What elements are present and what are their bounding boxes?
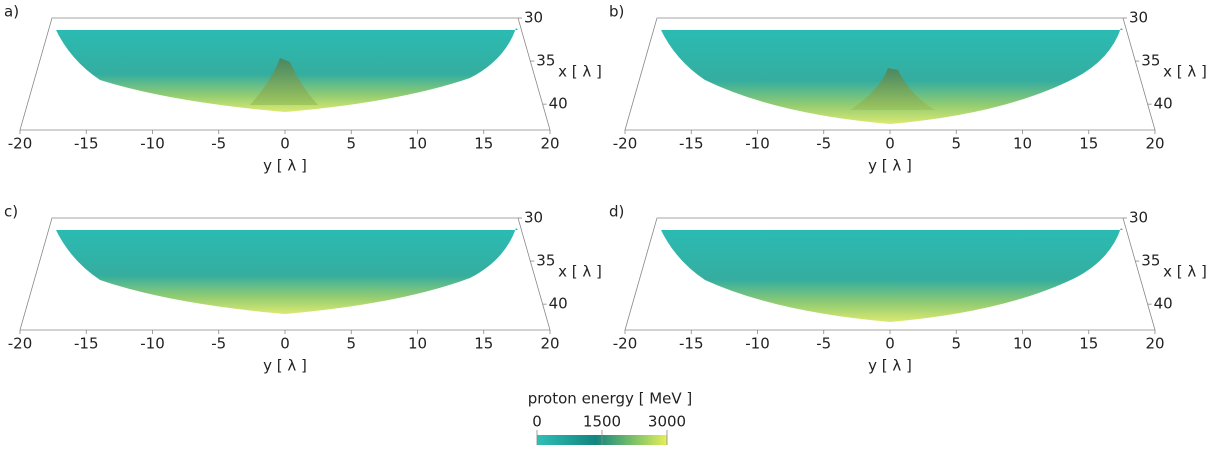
x-tick-label: 0	[280, 335, 290, 353]
x-tick-label: -20	[8, 335, 33, 353]
x-tick-label: 15	[1079, 135, 1098, 153]
x-tick-label: -15	[74, 135, 99, 153]
y-tick-label: 30	[1129, 209, 1148, 227]
colorbar-title: proton energy [ MeV ]	[528, 390, 693, 408]
y-tick-label: 30	[1129, 9, 1148, 27]
x-tick-label: 5	[951, 135, 961, 153]
x-tick-label: -5	[816, 335, 831, 353]
x-tick-label: 10	[1013, 335, 1032, 353]
x-tick-label: -20	[613, 135, 638, 153]
x-tick-label: -10	[140, 335, 165, 353]
y-tick-label: 40	[549, 295, 568, 313]
surface	[55, 228, 518, 314]
y-axis-label: x [ λ ]	[1163, 63, 1207, 81]
y-tick-label: 35	[1141, 252, 1160, 270]
x-tick-label: 15	[1079, 335, 1098, 353]
y-tick-label: 30	[524, 209, 543, 227]
colorbar-tick-label: 1500	[583, 413, 621, 431]
x-axis-label: y [ λ ]	[263, 357, 307, 375]
x-tick-label: 20	[540, 335, 559, 353]
x-axis-label: y [ λ ]	[868, 157, 912, 175]
surface-peak	[850, 68, 935, 110]
x-tick-label: -10	[745, 135, 770, 153]
x-tick-label: -20	[613, 335, 638, 353]
surface-peak	[250, 58, 318, 105]
x-tick-label: 10	[408, 335, 427, 353]
x-tick-label: 10	[408, 135, 427, 153]
x-tick-label: 0	[885, 135, 895, 153]
panel: -20 -15 -10 -5 0 5 10 15 20 30 35 40 y [ λ ] x [ λ ] c…	[4, 203, 602, 375]
x-tick-label: 15	[474, 335, 493, 353]
x-tick-label: -5	[211, 335, 226, 353]
panel: -20 -15 -10 -5 0 5 10 15 20 30 35 40 y [ λ ] x [ λ ] a…	[4, 3, 602, 175]
panel: -20 -15 -10 -5 0 5 10 15 20 30 35 40 y [ λ ] x [ λ ] b…	[609, 3, 1207, 175]
y-tick-label: 35	[1141, 52, 1160, 70]
panel-label: b)	[609, 3, 624, 21]
panel: -20 -15 -10 -5 0 5 10 15 20 30 35 40 y [ λ ] x [ λ ] d…	[609, 203, 1207, 375]
y-tick-label: 35	[536, 252, 555, 270]
x-tick-label: 5	[951, 335, 961, 353]
x-tick-label: -15	[74, 335, 99, 353]
x-tick-label: 5	[346, 135, 356, 153]
colorbar-tick-label: 0	[532, 413, 542, 431]
y-tick-label: 40	[1154, 95, 1173, 113]
y-tick-label: 35	[536, 52, 555, 70]
x-axis-label: y [ λ ]	[868, 357, 912, 375]
x-tick-label: -10	[140, 135, 165, 153]
y-tick-label: 40	[549, 95, 568, 113]
x-tick-label: -15	[679, 135, 704, 153]
x-tick-label: 5	[346, 335, 356, 353]
x-tick-label: 10	[1013, 135, 1032, 153]
y-axis-label: x [ λ ]	[558, 63, 602, 81]
panel-label: d)	[609, 203, 624, 221]
panel-label: c)	[4, 203, 18, 221]
x-tick-label: -5	[211, 135, 226, 153]
x-tick-label: 15	[474, 135, 493, 153]
x-tick-label: 20	[540, 135, 559, 153]
x-tick-label: -5	[816, 135, 831, 153]
y-axis-label: x [ λ ]	[558, 263, 602, 281]
x-tick-label: -10	[745, 335, 770, 353]
x-tick-label: -20	[8, 135, 33, 153]
y-tick-label: 40	[1154, 295, 1173, 313]
y-axis-label: x [ λ ]	[1163, 263, 1207, 281]
y-tick-label: 30	[524, 9, 543, 27]
colorbar-tick-label: 3000	[648, 413, 686, 431]
x-tick-label: -15	[679, 335, 704, 353]
x-tick-label: 20	[1145, 335, 1164, 353]
x-axis-label: y [ λ ]	[263, 157, 307, 175]
surface	[660, 228, 1123, 322]
x-tick-label: 20	[1145, 135, 1164, 153]
x-tick-label: 0	[280, 135, 290, 153]
panel-label: a)	[4, 3, 19, 21]
x-tick-label: 0	[885, 335, 895, 353]
